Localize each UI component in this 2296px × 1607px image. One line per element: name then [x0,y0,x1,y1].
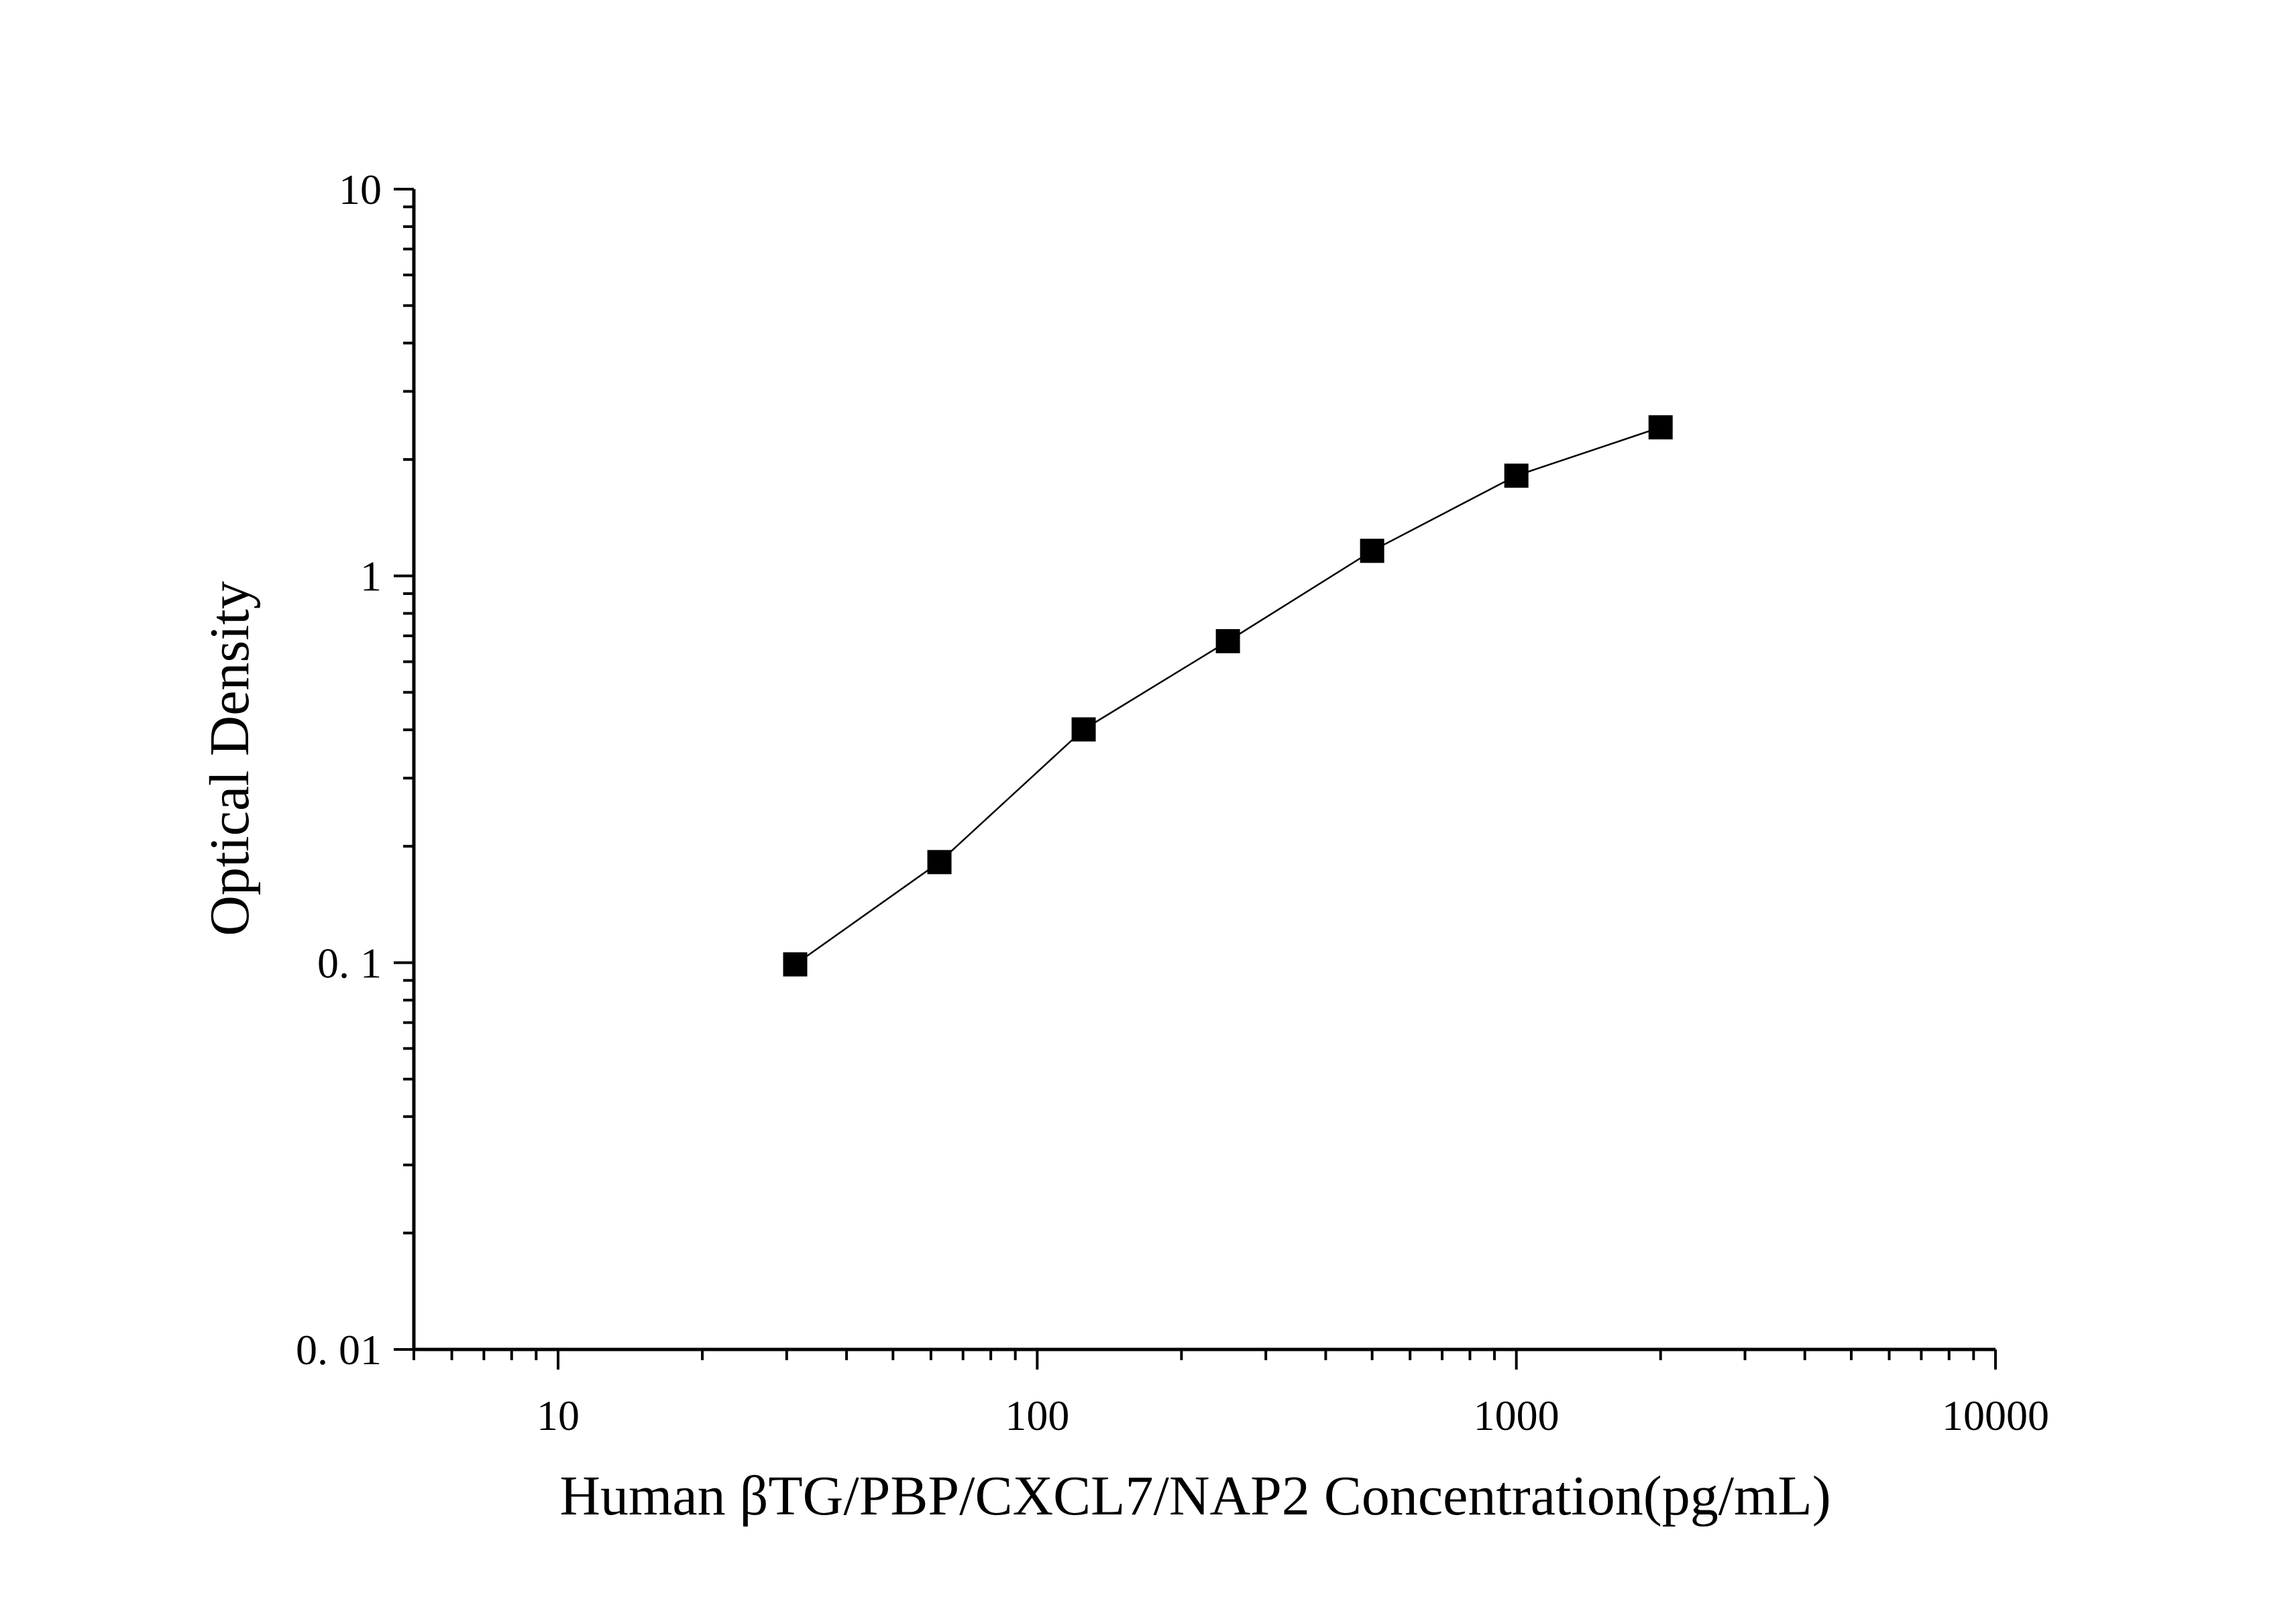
x-tick-label: 100 [1005,1392,1069,1439]
data-point [1071,717,1096,742]
y-tick-label: 0. 01 [296,1326,382,1374]
fit-curve-line [794,426,1661,965]
axes [412,189,1996,1351]
data-point [1504,463,1529,488]
y-tick-label: 0. 1 [317,939,382,987]
axis-ticks [394,188,1997,1370]
y-tick-label: 1 [360,553,382,600]
x-tick-label: 10000 [1942,1392,2049,1439]
y-axis-title: Optical Density [199,581,261,936]
data-point [927,850,952,875]
data-points [783,415,1673,977]
x-axis-title: Human βTG/PBP/CXCL7/NAP2 Concentration(p… [559,1465,1830,1527]
fit-curve [794,426,1661,965]
data-point [1360,539,1384,563]
data-point [1215,628,1240,653]
data-point [1648,415,1673,440]
x-tick-label: 10 [537,1392,580,1439]
x-tick-label: 1000 [1474,1392,1560,1439]
y-tick-label: 10 [339,166,382,213]
data-point [783,952,808,977]
tick-labels: 0. 01 0. 1 1 10 10 100 1000 10000 [296,166,2049,1439]
